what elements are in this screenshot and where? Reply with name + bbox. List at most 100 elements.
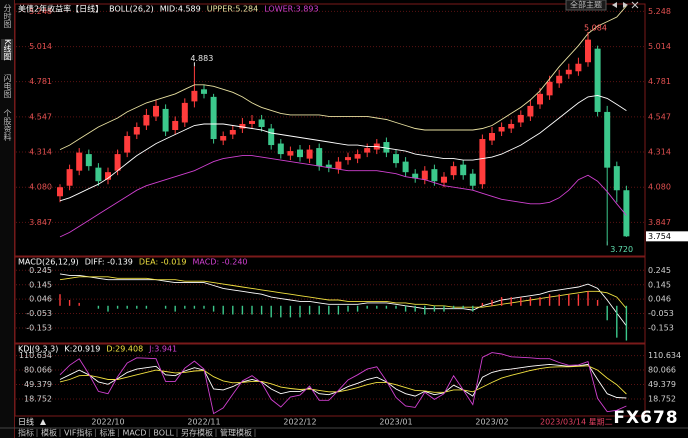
legend-entry: BOLL(26,2) — [109, 5, 154, 14]
candle-body — [85, 154, 92, 167]
candle-body — [201, 89, 207, 94]
candle-body — [172, 120, 179, 130]
macd-panel — [14, 256, 646, 344]
candle-body — [133, 126, 140, 135]
candle-body — [431, 169, 438, 182]
price-panel — [14, 3, 646, 257]
legend-entry: DEA: -0.019 — [139, 258, 187, 267]
cursor-date: 2023/03/14 星期二 — [540, 418, 613, 427]
kdj-panel — [14, 343, 646, 417]
x-tick-label: 2023/02 — [475, 418, 508, 427]
y-tick-label: 5.248 — [29, 7, 52, 16]
x-tick-label: 2022/11 — [187, 418, 220, 427]
candle-body — [181, 102, 188, 123]
y-tick-label: -0.153 — [648, 323, 674, 332]
y-tick-label: 4.781 — [29, 77, 52, 86]
candle-body — [364, 148, 371, 153]
annotation: 5.084 — [584, 24, 607, 33]
legend-entry: MID:4.589 — [160, 5, 201, 14]
last-price: 3.754 — [648, 232, 671, 241]
candle-body — [517, 114, 524, 123]
candle-body — [604, 111, 611, 168]
candle-body — [114, 154, 121, 171]
y-tick-label: 0.245 — [648, 266, 671, 275]
indicator-line — [59, 155, 627, 238]
candle-body — [585, 39, 591, 63]
y-tick-label: 0.145 — [29, 280, 52, 289]
sidebar-tab[interactable]: 个股资料 — [3, 109, 12, 141]
candle-body — [441, 176, 447, 183]
y-tick-label: 18.752 — [648, 395, 676, 404]
theme-button[interactable] — [565, 0, 607, 11]
y-tick-label: 80.066 — [24, 366, 52, 375]
legend-entry: D:29.408 — [106, 345, 143, 354]
candle-body — [479, 139, 486, 185]
y-tick-label: 3.847 — [648, 218, 671, 227]
candle-body — [335, 161, 342, 170]
candle-body — [153, 105, 159, 117]
tab[interactable]: 模板 — [41, 428, 57, 438]
period-label[interactable]: 日线 — [18, 417, 34, 427]
legend-entry: MACD(26,12,9) — [18, 258, 79, 267]
candle-body — [191, 90, 198, 102]
candle-body — [537, 93, 543, 105]
tab[interactable]: BOLL — [153, 429, 174, 438]
sidebar-tab[interactable]: 分时图 — [3, 4, 12, 28]
candle-body — [546, 81, 553, 96]
annotation: 3.720 — [610, 245, 633, 254]
theme-button-label[interactable]: 全部主题 — [570, 0, 602, 10]
y-tick-label: 110.634 — [19, 351, 52, 360]
candle-body — [306, 149, 313, 159]
candle-body — [316, 148, 323, 167]
candle-body — [210, 96, 217, 140]
tab[interactable]: 另存模板 — [181, 428, 213, 438]
tab[interactable]: 管理模板 — [220, 428, 252, 438]
legend-entry: DIFF: -0.139 — [85, 258, 133, 267]
x-tick-label: 2022/12 — [283, 418, 316, 427]
y-tick-label: 110.634 — [648, 351, 681, 360]
candle-body — [594, 48, 601, 112]
tab[interactable]: VIF指标 — [64, 428, 92, 438]
candle-body — [277, 143, 284, 155]
y-tick-label: 4.547 — [29, 112, 52, 121]
candle-body — [287, 151, 294, 156]
legend-entry: LOWER:3.893 — [264, 5, 318, 14]
candle-body — [613, 166, 620, 191]
candle-body — [412, 173, 419, 179]
y-tick-label: 18.752 — [24, 395, 52, 404]
candle-body — [489, 133, 495, 141]
candle-body — [527, 105, 534, 117]
sidebar-tab[interactable]: K线图 — [1, 39, 13, 61]
tab[interactable]: 指标 — [18, 428, 34, 438]
candle-body — [450, 166, 457, 176]
y-tick-label: 0.245 — [29, 266, 52, 275]
tab[interactable]: 标准 — [99, 428, 115, 438]
candle-body — [383, 142, 390, 153]
indicator-line — [59, 276, 627, 309]
candle-body — [421, 170, 428, 180]
period-arrow[interactable] — [40, 419, 46, 425]
x-tick-label: 2023/01 — [379, 418, 412, 427]
y-tick-label: 0.046 — [29, 295, 52, 304]
tab[interactable]: MACD — [122, 429, 146, 438]
sidebar-tab[interactable]: 闪电图 — [3, 74, 12, 98]
legend-entry: K:20.919 — [64, 345, 100, 354]
y-tick-label: 0.046 — [648, 295, 671, 304]
x-tick-label: 2022/10 — [91, 418, 124, 427]
y-tick-label: 5.014 — [648, 42, 671, 51]
candle-body — [623, 190, 630, 237]
candle-body — [143, 114, 150, 126]
candle-body — [95, 167, 102, 182]
y-tick-label: 5.014 — [29, 42, 52, 51]
legend-entry: 美债2年收益率【日线】 — [18, 4, 103, 14]
candle-body — [345, 157, 351, 161]
candle-body — [76, 152, 83, 171]
y-tick-label: -0.153 — [26, 323, 52, 332]
candle-body — [162, 108, 169, 132]
close-icon[interactable] — [631, 1, 639, 9]
next-arrow[interactable] — [623, 2, 628, 8]
prev-arrow[interactable] — [612, 2, 617, 8]
candle-body — [508, 123, 515, 129]
y-tick-label: 4.314 — [29, 147, 52, 156]
